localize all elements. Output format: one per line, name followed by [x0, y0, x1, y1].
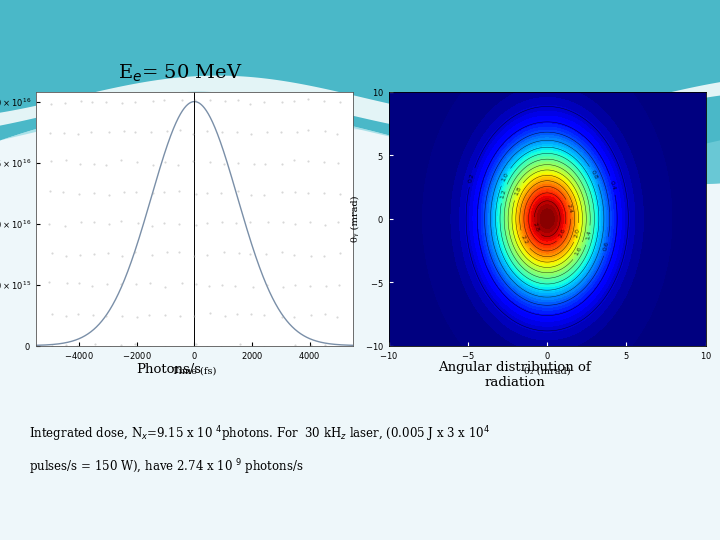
Text: 0.2: 0.2 — [468, 172, 475, 183]
Text: 1.2: 1.2 — [500, 188, 508, 199]
Text: 1.8: 1.8 — [513, 186, 523, 197]
Text: 2.4: 2.4 — [566, 204, 573, 214]
Text: 0.4: 0.4 — [609, 180, 616, 191]
Polygon shape — [0, 76, 720, 135]
Text: 2.8: 2.8 — [531, 221, 540, 232]
X-axis label: θ₂ (mrad): θ₂ (mrad) — [524, 367, 570, 376]
Text: 1.4: 1.4 — [585, 230, 592, 241]
Polygon shape — [0, 0, 720, 185]
Text: E$_e$= 50 MeV: E$_e$= 50 MeV — [117, 62, 243, 84]
Y-axis label: θᵧ (mrad): θᵧ (mrad) — [351, 195, 359, 242]
Text: 1.0: 1.0 — [501, 171, 510, 183]
Text: 2.2: 2.2 — [520, 234, 529, 246]
Text: pulses/s = 150 W), have 2.74 x 10 $^9$ photons/s: pulses/s = 150 W), have 2.74 x 10 $^9$ p… — [29, 457, 303, 477]
Polygon shape — [0, 104, 720, 185]
Text: 2.0: 2.0 — [573, 227, 580, 238]
Text: Angular distribution of
radiation: Angular distribution of radiation — [438, 361, 591, 389]
X-axis label: Time (fs): Time (fs) — [172, 367, 217, 376]
Text: 0.8: 0.8 — [590, 170, 599, 181]
Text: 2.6: 2.6 — [558, 228, 567, 239]
Text: 0.6: 0.6 — [603, 241, 610, 252]
Text: 1.6: 1.6 — [574, 246, 583, 256]
Text: Integrated dose, N$_x$=9.15 x 10 $^4$photons. For  30 kH$_z$ laser, (0.005 J x 3: Integrated dose, N$_x$=9.15 x 10 $^4$pho… — [29, 425, 490, 444]
Text: Photons/s: Photons/s — [137, 363, 202, 376]
